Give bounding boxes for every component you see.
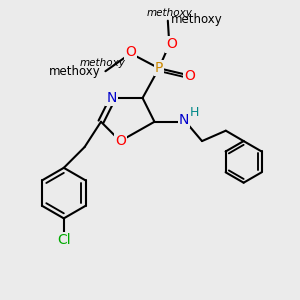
Text: methoxy: methoxy xyxy=(146,8,192,18)
Text: O: O xyxy=(184,69,195,83)
Text: N: N xyxy=(106,91,116,105)
Text: O: O xyxy=(166,38,177,52)
Text: methoxy: methoxy xyxy=(49,65,101,78)
Text: H: H xyxy=(189,106,199,119)
Text: O: O xyxy=(115,134,126,148)
Text: P: P xyxy=(155,61,163,75)
Text: N: N xyxy=(179,113,189,127)
Text: methoxy: methoxy xyxy=(80,58,125,68)
Text: O: O xyxy=(125,45,136,59)
Text: methoxy: methoxy xyxy=(171,13,223,26)
Text: Cl: Cl xyxy=(57,233,70,247)
